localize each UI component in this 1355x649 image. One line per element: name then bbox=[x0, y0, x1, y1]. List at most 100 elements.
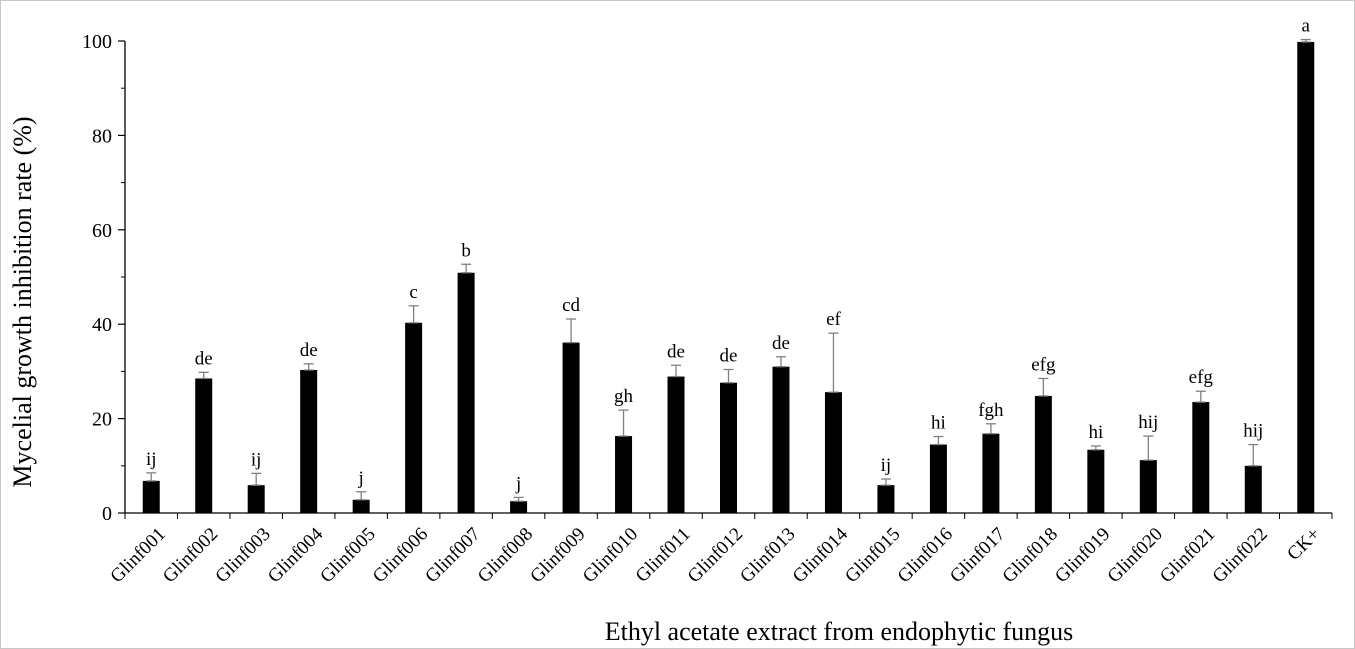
x-tick-label: Glinf022 bbox=[1209, 524, 1272, 587]
error-bar bbox=[880, 478, 891, 486]
significance-letter: efg bbox=[1189, 367, 1214, 388]
significance-letter: de bbox=[300, 340, 318, 361]
significance-letter: hij bbox=[1243, 421, 1263, 442]
bar bbox=[1087, 449, 1105, 513]
y-tick-label: 20 bbox=[92, 409, 112, 431]
bar bbox=[510, 501, 528, 513]
x-axis-title: Ethyl acetate extract from endophytic fu… bbox=[605, 617, 1074, 646]
bar bbox=[195, 378, 213, 513]
x-tick-label: Glinf017 bbox=[946, 524, 1009, 587]
x-tick-label: Glinf002 bbox=[159, 524, 222, 587]
error-bar bbox=[146, 472, 157, 482]
x-tick-label: Glinf010 bbox=[579, 524, 642, 587]
bars bbox=[142, 41, 1315, 513]
bar bbox=[667, 376, 685, 513]
significance-letter: gh bbox=[614, 386, 634, 407]
significance-letter: j bbox=[358, 468, 364, 489]
error-bar bbox=[1038, 377, 1049, 397]
error-bar bbox=[1195, 390, 1206, 403]
y-axis-title: Mycelial growth inhibition rate (%) bbox=[8, 116, 37, 487]
bar bbox=[1139, 460, 1157, 513]
error-bars bbox=[146, 38, 1311, 502]
bar bbox=[772, 366, 790, 513]
error-bar bbox=[408, 305, 419, 324]
bar bbox=[615, 436, 633, 513]
bar bbox=[1297, 41, 1315, 513]
y-axis-ticks: 0 20 40 60 80 100 bbox=[82, 31, 1333, 525]
significance-letter: de bbox=[667, 341, 685, 362]
significance-letter: de bbox=[195, 348, 213, 369]
error-bar bbox=[723, 368, 734, 384]
error-bar bbox=[671, 364, 682, 378]
x-tick-label: Glinf006 bbox=[369, 524, 432, 587]
x-tick-label: Glinf004 bbox=[264, 523, 328, 587]
significance-letter: ef bbox=[826, 309, 841, 330]
significance-letter: de bbox=[720, 346, 738, 367]
x-tick-label: Glinf018 bbox=[999, 524, 1062, 587]
significance-letter: fgh bbox=[978, 400, 1004, 421]
bar bbox=[405, 322, 423, 513]
significance-letter: hij bbox=[1138, 412, 1158, 433]
significance-letters: ij de ij de j c b j cd gh de de de ef ij hi fgh efg hi hij e… bbox=[146, 16, 1311, 495]
significance-letter: cd bbox=[562, 295, 580, 316]
x-tick-label: Glinf007 bbox=[421, 524, 484, 587]
x-tick-label: Glinf013 bbox=[736, 524, 799, 587]
bar bbox=[247, 485, 265, 513]
significance-letter: ij bbox=[881, 455, 892, 476]
x-tick-label: Glinf005 bbox=[316, 524, 379, 587]
bar bbox=[300, 369, 318, 513]
x-tick-label: Glinf003 bbox=[211, 524, 274, 587]
bar bbox=[1192, 402, 1210, 513]
significance-letter: efg bbox=[1031, 354, 1056, 375]
y-tick-label: 40 bbox=[92, 314, 112, 336]
significance-letter: ij bbox=[251, 449, 262, 470]
error-bar bbox=[251, 472, 262, 486]
bar bbox=[1034, 395, 1052, 513]
error-bar bbox=[933, 435, 944, 446]
x-tick-label: Glinf016 bbox=[894, 524, 957, 587]
x-tick-label: Glinf020 bbox=[1104, 524, 1167, 587]
x-tick-label: Glinf012 bbox=[684, 524, 747, 587]
error-bar bbox=[461, 263, 472, 274]
error-bar bbox=[618, 409, 629, 437]
x-tick-label: CK+ bbox=[1283, 524, 1324, 565]
error-bar bbox=[303, 363, 314, 371]
x-tick-label: Glinf008 bbox=[474, 524, 537, 587]
error-bar bbox=[198, 371, 209, 380]
y-tick-label: 100 bbox=[82, 31, 112, 53]
significance-letter: c bbox=[409, 282, 417, 303]
bar bbox=[352, 499, 370, 513]
x-axis-tick-labels: Glinf001Glinf002Glinf003Glinf004Glinf005… bbox=[106, 523, 1324, 587]
x-tick-label: Glinf014 bbox=[789, 523, 853, 587]
significance-letter: j bbox=[515, 473, 521, 494]
error-bar bbox=[828, 332, 839, 393]
bar bbox=[982, 433, 1000, 513]
x-tick-label: Glinf015 bbox=[841, 524, 904, 587]
error-bar bbox=[1248, 443, 1259, 467]
bar bbox=[1244, 465, 1262, 513]
error-bar bbox=[566, 318, 577, 344]
y-tick-label: 80 bbox=[92, 125, 112, 147]
bar bbox=[562, 342, 580, 513]
y-tick-label: 0 bbox=[102, 503, 112, 525]
error-bar bbox=[356, 491, 367, 501]
bar bbox=[720, 382, 737, 513]
significance-letter: hi bbox=[1088, 422, 1103, 443]
x-tick-label: Glinf021 bbox=[1156, 524, 1219, 587]
x-tick-label: Glinf019 bbox=[1051, 524, 1114, 587]
error-bar bbox=[775, 356, 786, 368]
x-tick-label: Glinf001 bbox=[106, 524, 169, 587]
significance-letter: hi bbox=[931, 413, 946, 434]
error-bar bbox=[1300, 38, 1311, 43]
bar bbox=[877, 485, 895, 513]
bar bbox=[142, 480, 160, 513]
y-tick-label: 60 bbox=[92, 220, 112, 242]
significance-letter: a bbox=[1302, 16, 1311, 37]
significance-letter: de bbox=[772, 333, 790, 354]
x-tick-label: Glinf011 bbox=[632, 524, 695, 587]
bar bbox=[457, 272, 475, 513]
bar bbox=[824, 392, 842, 513]
error-bar bbox=[985, 423, 996, 435]
